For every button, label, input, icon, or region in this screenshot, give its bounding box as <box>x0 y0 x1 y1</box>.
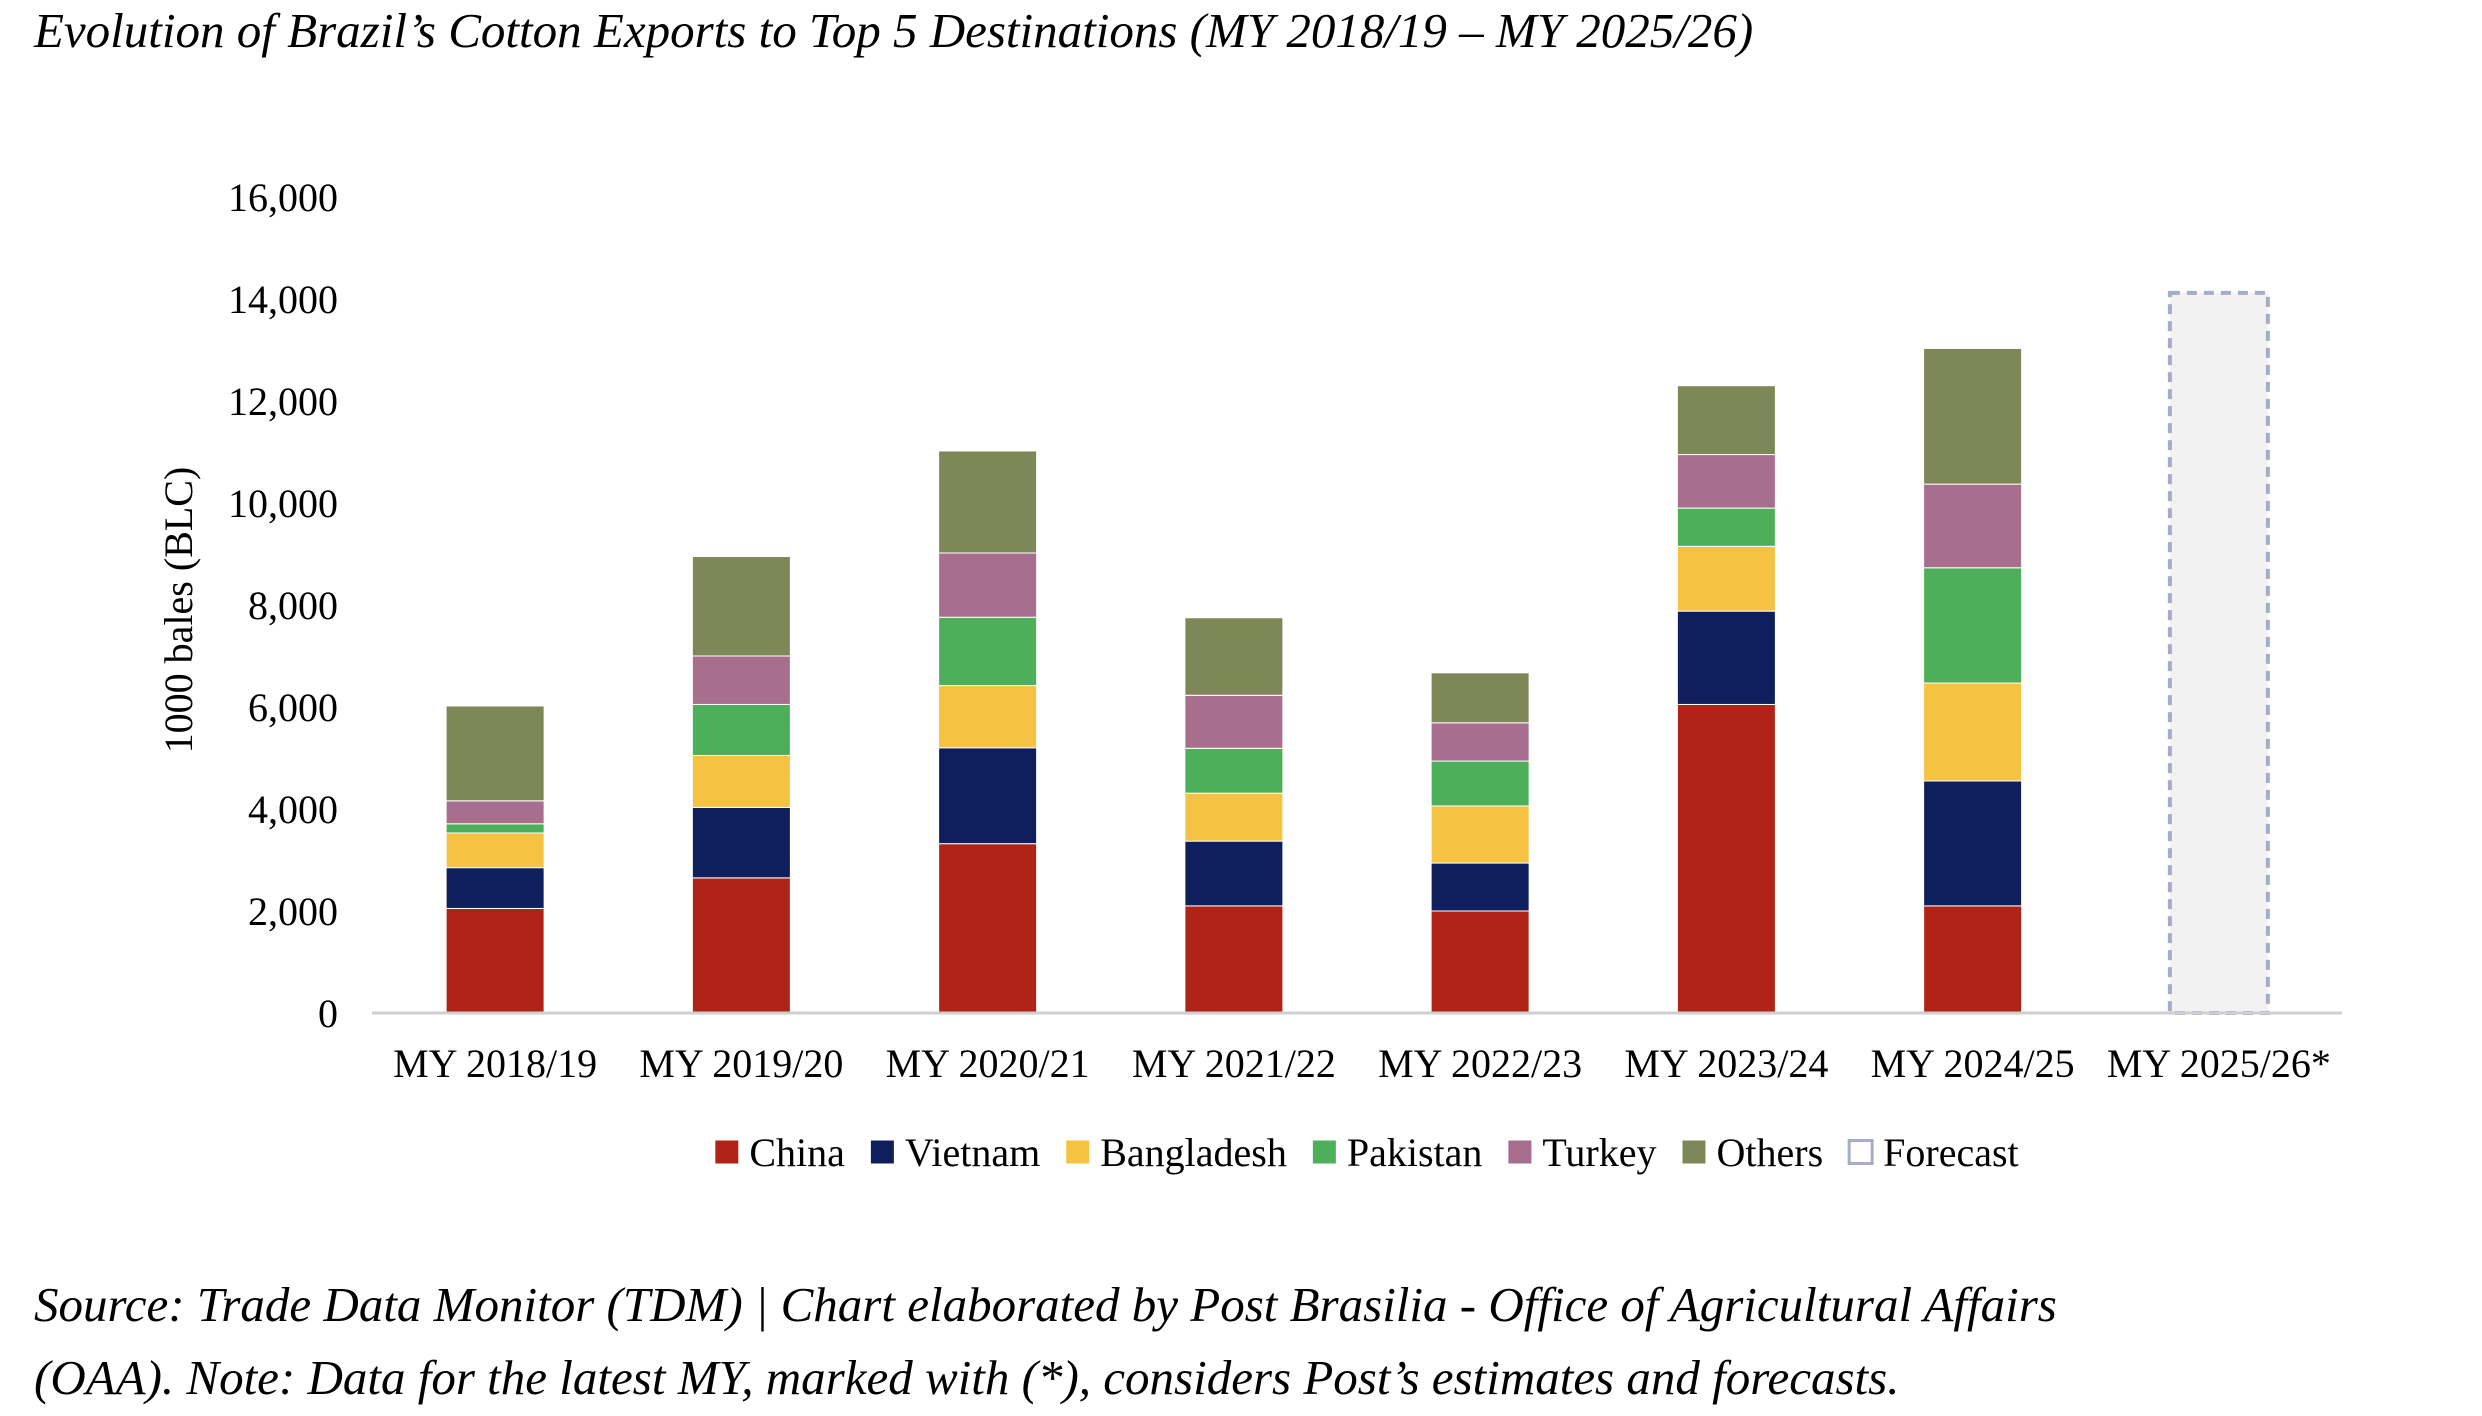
bar-segment-pakistan <box>1430 760 1530 807</box>
bar-segment-others <box>938 450 1038 554</box>
bar-segment-vietnam <box>1676 610 1776 705</box>
bar-segment-bangladesh <box>938 685 1038 749</box>
y-tick-label: 8,000 <box>248 583 338 628</box>
bar-segment-turkey <box>1430 722 1530 762</box>
bar-segment-bangladesh <box>1923 682 2023 782</box>
legend-label-others: Others <box>1717 1130 1824 1175</box>
bar-segment-china <box>691 877 791 1014</box>
y-tick-label: 12,000 <box>228 379 338 424</box>
bar-segment-turkey <box>1923 483 2023 569</box>
chart-title: Evolution of Brazil’s Cotton Exports to … <box>34 3 1754 58</box>
bar-segment-pakistan <box>1676 507 1776 547</box>
bar-segment-turkey <box>938 552 1038 618</box>
y-axis-label: 1000 bales (BLC) <box>156 467 201 754</box>
x-tick-label: MY 2023/24 <box>1624 1041 1828 1086</box>
bar-segment-turkey <box>1676 454 1776 509</box>
legend-swatch-china <box>715 1140 739 1164</box>
bar-segment-vietnam <box>1184 840 1284 907</box>
legend-swatch-forecast <box>1847 1139 1874 1165</box>
x-tick-label: MY 2020/21 <box>886 1041 1090 1086</box>
x-tick-label: MY 2018/19 <box>393 1041 597 1086</box>
legend-swatch-pakistan <box>1312 1140 1336 1164</box>
bar-segment-bangladesh <box>691 754 791 808</box>
footnote-line-1: Source: Trade Data Monitor (TDM) | Chart… <box>34 1277 2057 1332</box>
legend-swatch-others <box>1682 1140 1706 1164</box>
bar-segment-china <box>1184 905 1284 1014</box>
bar-segment-pakistan <box>691 703 791 756</box>
bar-segment-turkey <box>1184 694 1284 749</box>
bar-segment-others <box>1184 617 1284 696</box>
legend-swatch-bangladesh <box>1066 1140 1090 1164</box>
bar-segment-china <box>1676 703 1776 1014</box>
legend-swatch-vietnam <box>870 1140 894 1164</box>
bar-segment-vietnam <box>1430 862 1530 912</box>
legend-swatch-turkey <box>1508 1140 1532 1164</box>
legend-label-china: China <box>749 1130 845 1175</box>
y-tick-label: 16,000 <box>228 175 338 220</box>
y-tick-label: 4,000 <box>248 787 338 832</box>
source-footnote: Source: Trade Data Monitor (TDM) | Chart… <box>34 1268 2454 1414</box>
bar-segment-bangladesh <box>1430 805 1530 864</box>
bar-segment-vietnam <box>445 867 545 909</box>
bar-segment-others <box>1923 347 2023 485</box>
y-tick-label: 14,000 <box>228 277 338 322</box>
bar-segment-bangladesh <box>1676 545 1776 612</box>
y-tick-label: 6,000 <box>248 685 338 730</box>
bar-segment-vietnam <box>1923 780 2023 907</box>
y-tick-label: 2,000 <box>248 889 338 934</box>
legend-label-pakistan: Pakistan <box>1347 1130 1483 1175</box>
x-tick-label: MY 2025/26* <box>2107 1041 2331 1086</box>
footnote-line-2: (OAA). Note: Data for the latest MY, mar… <box>34 1350 1900 1405</box>
x-tick-label: MY 2024/25 <box>1871 1041 2075 1086</box>
bar-segment-pakistan <box>445 823 545 834</box>
bar-segment-pakistan <box>938 616 1038 687</box>
legend-label-bangladesh: Bangladesh <box>1100 1130 1287 1175</box>
bar-segment-china <box>1923 905 2023 1014</box>
bar-segment-others <box>1676 385 1776 456</box>
bar-segment-bangladesh <box>1184 792 1284 842</box>
bar-segment-others <box>1430 672 1530 724</box>
x-tick-label: MY 2021/22 <box>1132 1041 1336 1086</box>
bar-segment-turkey <box>691 655 791 705</box>
legend-label-forecast: Forecast <box>1883 1130 2019 1175</box>
x-tick-label: MY 2022/23 <box>1378 1041 1582 1086</box>
bar-segment-others <box>691 556 791 657</box>
y-tick-label: 10,000 <box>228 481 338 526</box>
bar-segment-pakistan <box>1184 747 1284 794</box>
bar-segment-vietnam <box>691 806 791 879</box>
bar-segment-turkey <box>445 800 545 825</box>
bar-segment-others <box>445 705 545 802</box>
y-tick-label: 0 <box>318 991 338 1036</box>
x-tick-label: MY 2019/20 <box>639 1041 843 1086</box>
bar-segment-china <box>445 907 545 1014</box>
bar-segment-china <box>1430 910 1530 1014</box>
bar-segment-vietnam <box>938 747 1038 845</box>
legend-label-vietnam: Vietnam <box>905 1130 1040 1175</box>
bar-segment-forecast <box>2167 290 2270 1015</box>
legend-label-turkey: Turkey <box>1542 1130 1656 1175</box>
bar-segment-bangladesh <box>445 832 545 869</box>
bar-segment-pakistan <box>1923 567 2023 684</box>
bar-segment-china <box>938 843 1038 1014</box>
